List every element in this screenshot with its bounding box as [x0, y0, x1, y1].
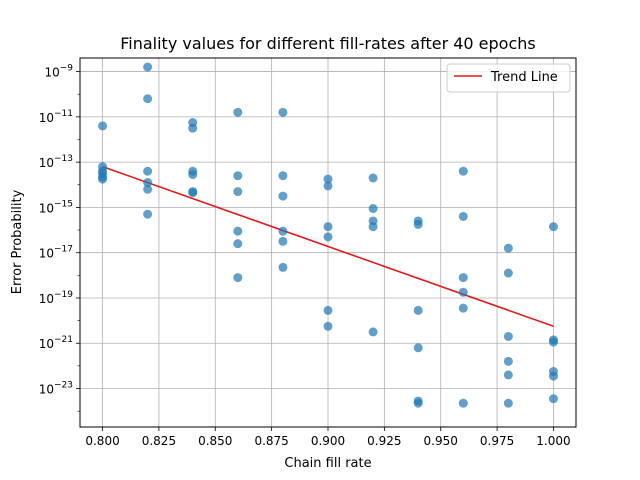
data-point [98, 174, 108, 184]
data-point [323, 222, 333, 232]
y-tick-exponent: −11 [54, 109, 73, 119]
data-point [413, 219, 423, 229]
y-tick-label: 10−17 [39, 245, 73, 261]
data-point [503, 243, 513, 253]
data-point [413, 305, 423, 315]
y-tick-base: 10 [39, 383, 54, 397]
legend-trend-label: Trend Line [490, 70, 558, 85]
data-point [143, 184, 153, 194]
x-tick-label: 0.975 [480, 434, 514, 448]
x-tick-label: 0.800 [85, 434, 119, 448]
data-point [143, 94, 153, 104]
chart-title: Finality values for different fill-rates… [120, 34, 536, 53]
legend-box [446, 63, 571, 93]
x-axis-ticks: 0.800 0.825 0.850 0.875 0.900 0.925 0.950 0.975… [85, 427, 571, 448]
x-tick-label: 0.950 [424, 434, 458, 448]
data-point [233, 239, 243, 249]
data-point [548, 371, 558, 381]
y-tick-label: 10−15 [39, 199, 73, 215]
y-tick-exponent: −21 [54, 335, 73, 345]
data-point [503, 398, 513, 408]
y-tick-base: 10 [44, 66, 59, 80]
data-point [188, 123, 198, 133]
data-point [413, 398, 423, 408]
data-point [458, 273, 468, 283]
y-tick-label: 10−9 [44, 64, 73, 80]
y-tick-label: 10−13 [39, 154, 73, 170]
data-point [143, 209, 153, 219]
data-point [233, 171, 243, 181]
x-tick-label: 0.875 [254, 434, 288, 448]
data-point [323, 232, 333, 242]
data-point [323, 174, 333, 184]
data-point [278, 236, 288, 246]
data-point [368, 327, 378, 337]
data-point [458, 166, 468, 176]
data-point [458, 287, 468, 297]
data-point [323, 321, 333, 331]
data-point [548, 394, 558, 404]
scatter-points [98, 62, 558, 408]
data-point [233, 187, 243, 197]
y-tick-base: 10 [39, 156, 54, 170]
y-tick-base: 10 [39, 201, 54, 215]
data-point [458, 211, 468, 221]
data-point [188, 188, 198, 198]
data-point [323, 305, 333, 315]
data-point [98, 121, 108, 131]
data-point [233, 226, 243, 236]
y-tick-exponent: −15 [54, 199, 73, 209]
y-tick-base: 10 [39, 292, 54, 306]
data-point [458, 398, 468, 408]
data-point [278, 171, 288, 181]
data-point [548, 337, 558, 347]
data-point [368, 204, 378, 214]
y-tick-base: 10 [39, 247, 54, 261]
data-point [368, 222, 378, 232]
data-point [323, 181, 333, 191]
y-tick-label: 10−19 [39, 290, 74, 306]
data-point [503, 370, 513, 380]
data-point [278, 191, 288, 201]
y-tick-label: 10−23 [39, 381, 73, 397]
data-point [503, 356, 513, 366]
x-tick-label: 0.925 [367, 434, 401, 448]
data-point [188, 170, 198, 180]
x-tick-label: 0.825 [142, 434, 176, 448]
x-tick-label: 0.850 [198, 434, 232, 448]
data-point [233, 107, 243, 117]
data-point [548, 222, 558, 232]
data-point [278, 226, 288, 236]
data-point [503, 331, 513, 341]
data-point [143, 166, 153, 176]
data-point [503, 268, 513, 278]
legend: Trend Line [446, 63, 571, 93]
data-point [413, 343, 423, 353]
x-tick-label: 1.000 [536, 434, 570, 448]
data-point [368, 173, 378, 183]
data-point [143, 178, 153, 188]
y-tick-exponent: −17 [54, 245, 73, 255]
y-tick-exponent: −23 [54, 381, 73, 391]
y-tick-exponent: −19 [54, 290, 73, 300]
y-tick-exponent: −13 [54, 154, 73, 164]
y-tick-base: 10 [39, 337, 54, 351]
x-axis-label: Chain fill rate [284, 456, 371, 471]
trend-line-layer [102, 165, 554, 328]
y-tick-label: 10−21 [39, 335, 73, 351]
data-point [278, 262, 288, 272]
data-point [233, 273, 243, 283]
y-tick-label: 10−11 [39, 109, 73, 125]
trend-line [102, 165, 554, 328]
data-point [278, 107, 288, 117]
y-tick-exponent: −9 [60, 64, 74, 74]
data-point [143, 62, 153, 72]
x-tick-label: 0.900 [311, 434, 345, 448]
data-point [458, 303, 468, 313]
y-tick-base: 10 [39, 111, 54, 125]
y-axis-label: Error Probability [10, 189, 25, 294]
